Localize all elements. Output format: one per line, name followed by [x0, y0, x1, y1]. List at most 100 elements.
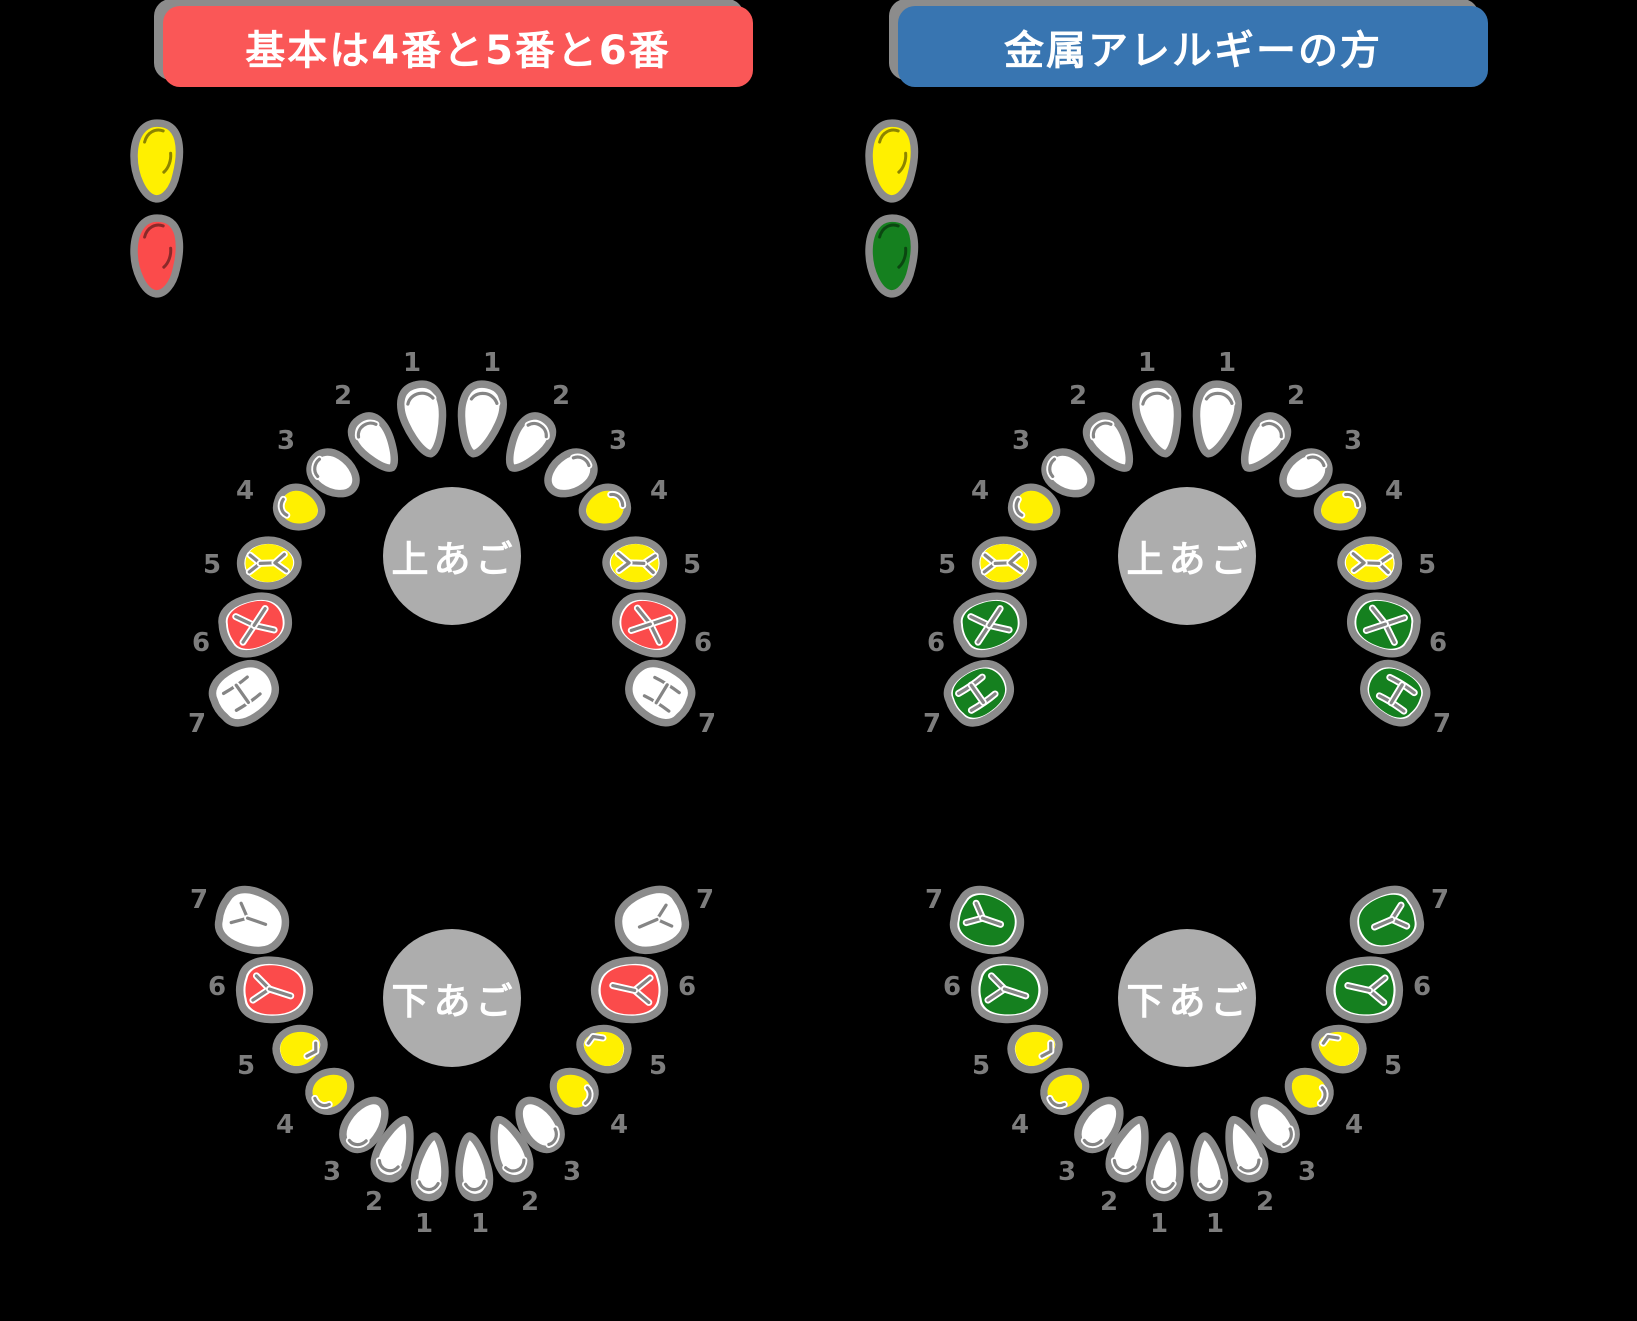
- tooth-number: 2: [1286, 381, 1306, 411]
- jaw-label: 下あご: [1126, 980, 1253, 1023]
- tooth-1-right: [447, 1128, 500, 1205]
- tooth-number: 1: [414, 1209, 434, 1239]
- tooth-3-right: [1235, 1083, 1314, 1166]
- tooth-3-right: [530, 435, 610, 514]
- tooth-2-right: [475, 1106, 544, 1190]
- tooth-number: 6: [942, 972, 962, 1002]
- tooth-2-left: [336, 402, 416, 486]
- tooth-number: 4: [609, 1110, 629, 1140]
- tooth-number: 4: [1344, 1110, 1364, 1140]
- tooth-number: 1: [1217, 348, 1237, 378]
- tooth-6-left: [944, 579, 1038, 668]
- tooth-5-left: [234, 531, 306, 596]
- tooth-1-left: [405, 1128, 458, 1205]
- tooth-6-right: [1336, 579, 1430, 668]
- header-metal-allergy-label: 金属アレルギーの方: [1004, 27, 1382, 74]
- tooth-6-right: [601, 579, 695, 668]
- yellow-tooth-icon: [861, 118, 923, 208]
- tooth-4-left: [293, 1052, 369, 1127]
- tooth-1-right: [1177, 374, 1252, 466]
- jaw-label: 下あご: [391, 980, 518, 1023]
- tooth-number: 7: [697, 709, 717, 739]
- tooth-5-left: [969, 531, 1041, 596]
- tooth-1-right: [442, 374, 517, 466]
- tooth-number: 1: [1205, 1209, 1225, 1239]
- tooth-number: 4: [649, 476, 669, 506]
- tooth-number: 7: [1430, 885, 1450, 915]
- tooth-2-right: [1210, 1106, 1279, 1190]
- header-basic-label: 基本は4番と5番と6番: [245, 27, 671, 74]
- tooth-1-left: [1121, 374, 1196, 466]
- tooth-number: 6: [1428, 628, 1448, 658]
- tooth-5-right: [565, 1012, 641, 1085]
- tooth-5-right: [598, 531, 670, 596]
- tooth-number: 2: [1099, 1187, 1119, 1217]
- tooth-number: 4: [1010, 1110, 1030, 1140]
- tooth-number: 4: [235, 476, 255, 506]
- tooth-4-left: [264, 474, 336, 543]
- tooth-7-right: [611, 645, 707, 740]
- tooth-5-left: [998, 1012, 1074, 1085]
- tooth-4-right: [535, 1052, 611, 1127]
- tooth-number: 7: [189, 885, 209, 915]
- tooth-number: 3: [1297, 1157, 1317, 1187]
- tooth-number: 3: [322, 1157, 342, 1187]
- tooth-number: 3: [1011, 426, 1031, 456]
- tooth-3-right: [1265, 435, 1345, 514]
- tooth-number: 6: [693, 628, 713, 658]
- jaw-circle: 上あご: [1118, 487, 1256, 625]
- jaw-circle: 下あご: [1118, 929, 1256, 1067]
- tooth-7-left: [205, 874, 302, 969]
- tooth-number: 5: [236, 1051, 256, 1081]
- tooth-number: 2: [333, 381, 353, 411]
- tooth-6-left: [968, 951, 1051, 1029]
- tooth-4-right: [1303, 474, 1375, 543]
- tooth-number: 5: [202, 550, 222, 580]
- tooth-number: 2: [364, 1187, 384, 1217]
- tooth-number: 2: [520, 1187, 540, 1217]
- tooth-6-left: [209, 579, 303, 668]
- tooth-5-right: [1300, 1012, 1376, 1085]
- tooth-7-left: [932, 645, 1028, 740]
- tooth-2-left: [361, 1106, 430, 1190]
- tooth-number: 4: [1384, 476, 1404, 506]
- tooth-number: 1: [482, 348, 502, 378]
- tooth-number: 7: [187, 709, 207, 739]
- tooth-6-right: [587, 951, 670, 1029]
- tooth-1-left: [1140, 1128, 1193, 1205]
- tooth-number: 5: [682, 550, 702, 580]
- tooth-number: 3: [608, 426, 628, 456]
- tooth-5-left: [263, 1012, 339, 1085]
- tooth-number: 3: [1057, 1157, 1077, 1187]
- header-metal-allergy: 金属アレルギーの方: [898, 6, 1488, 87]
- tooth-number: 1: [470, 1209, 490, 1239]
- tooth-2-right: [1223, 402, 1303, 486]
- tooth-6-left: [233, 951, 316, 1029]
- tooth-number: 5: [971, 1051, 991, 1081]
- tooth-4-left: [999, 474, 1071, 543]
- tooth-1-right: [1182, 1128, 1235, 1205]
- tooth-3-left: [294, 435, 374, 514]
- tooth-number: 5: [937, 550, 957, 580]
- tooth-5-right: [1333, 531, 1405, 596]
- tooth-3-right: [500, 1083, 579, 1166]
- tooth-number: 3: [276, 426, 296, 456]
- tooth-4-left: [1028, 1052, 1104, 1127]
- jaw-label: 上あご: [1126, 538, 1253, 581]
- jaw-label: 上あご: [391, 538, 518, 581]
- tooth-number: 6: [1412, 972, 1432, 1002]
- tooth-number: 7: [1432, 709, 1452, 739]
- tooth-number: 4: [970, 476, 990, 506]
- tooth-2-left: [1071, 402, 1151, 486]
- tooth-4-right: [568, 474, 640, 543]
- jaw-circle: 上あご: [383, 487, 521, 625]
- tooth-number: 3: [562, 1157, 582, 1187]
- tooth-3-left: [1029, 435, 1109, 514]
- tooth-7-right: [1346, 645, 1442, 740]
- tooth-number: 5: [1383, 1051, 1403, 1081]
- jaw-circle: 下あご: [383, 929, 521, 1067]
- tooth-number: 4: [275, 1110, 295, 1140]
- tooth-2-right: [488, 402, 568, 486]
- tooth-number: 7: [695, 885, 715, 915]
